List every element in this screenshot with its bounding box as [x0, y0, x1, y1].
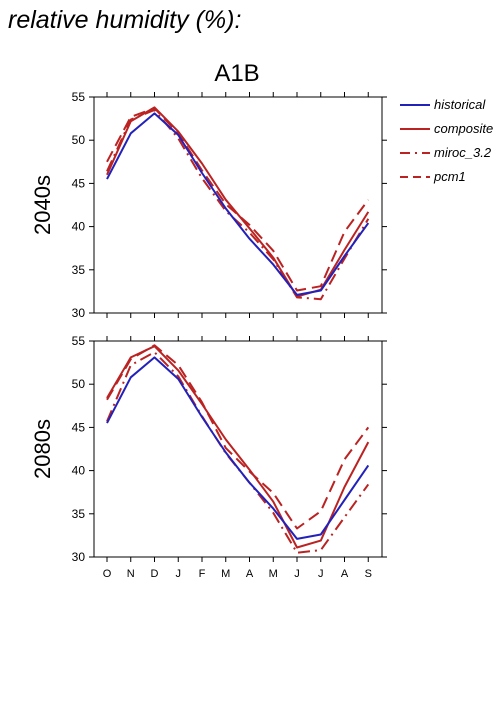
x-tick-label: A	[246, 568, 254, 580]
series-line-pcm1	[106, 344, 370, 530]
series-line-pcm1	[106, 107, 370, 292]
series-line-miroc_3.2	[106, 351, 370, 554]
x-tick-label: J	[176, 568, 182, 580]
legend-item-miroc_3.2: miroc_3.2	[400, 145, 492, 160]
x-tick-label: J	[318, 568, 324, 580]
x-tick-label: M	[269, 568, 278, 580]
x-tick-label: M	[221, 568, 230, 580]
legend-label-pcm1: pcm1	[433, 169, 466, 184]
legend-label-composite: composite	[434, 121, 493, 136]
x-tick-label: A	[341, 568, 349, 580]
x-tick-label: D	[151, 568, 159, 580]
legend-item-historical: historical	[400, 97, 486, 112]
y-tick-label: 35	[72, 263, 86, 277]
x-tick-label: N	[127, 568, 135, 580]
y-tick-label: 30	[72, 306, 86, 320]
y-tick-label: 45	[72, 420, 86, 434]
panel-frame	[93, 96, 383, 314]
legend-label-historical: historical	[434, 97, 486, 112]
y-tick-label: 30	[72, 550, 86, 564]
y-tick-label: 50	[72, 377, 86, 391]
panel-label-2080s: 2080s	[30, 419, 55, 479]
panel-frame	[93, 340, 383, 558]
series-line-historical	[106, 356, 370, 540]
legend-item-composite: composite	[400, 121, 493, 136]
y-tick-label: 55	[72, 90, 86, 104]
legend-label-miroc_3.2: miroc_3.2	[434, 145, 492, 160]
series-line-historical	[106, 112, 370, 296]
series-line-composite	[106, 345, 370, 549]
y-tick-label: 55	[72, 334, 86, 348]
x-tick-label: S	[365, 568, 372, 580]
legend-item-pcm1: pcm1	[400, 169, 466, 184]
y-tick-label: 45	[72, 176, 86, 190]
y-tick-label: 40	[72, 464, 86, 478]
y-tick-label: 35	[72, 507, 86, 521]
legend: historical composite miroc_3.2 pcm1	[400, 97, 493, 184]
panel-2080s: 30 35 40 45 50 55 2080s	[30, 334, 387, 564]
panel-2040s: 30 35 40 45 50 55 2040s	[30, 90, 387, 320]
x-tick-label: J	[294, 568, 300, 580]
x-tick-label: O	[103, 568, 112, 580]
x-tick-label: F	[199, 568, 206, 580]
panels: 30 35 40 45 50 55 2040s 30 35 40 45 50 55 2080s	[30, 90, 387, 564]
scenario-label: A1B	[214, 60, 259, 87]
y-tick-label: 40	[72, 220, 86, 234]
panel-label-2040s: 2040s	[30, 175, 55, 235]
page-title: relative humidity (%):	[8, 6, 242, 34]
series-line-miroc_3.2	[106, 109, 370, 301]
y-tick-label: 50	[72, 133, 86, 147]
